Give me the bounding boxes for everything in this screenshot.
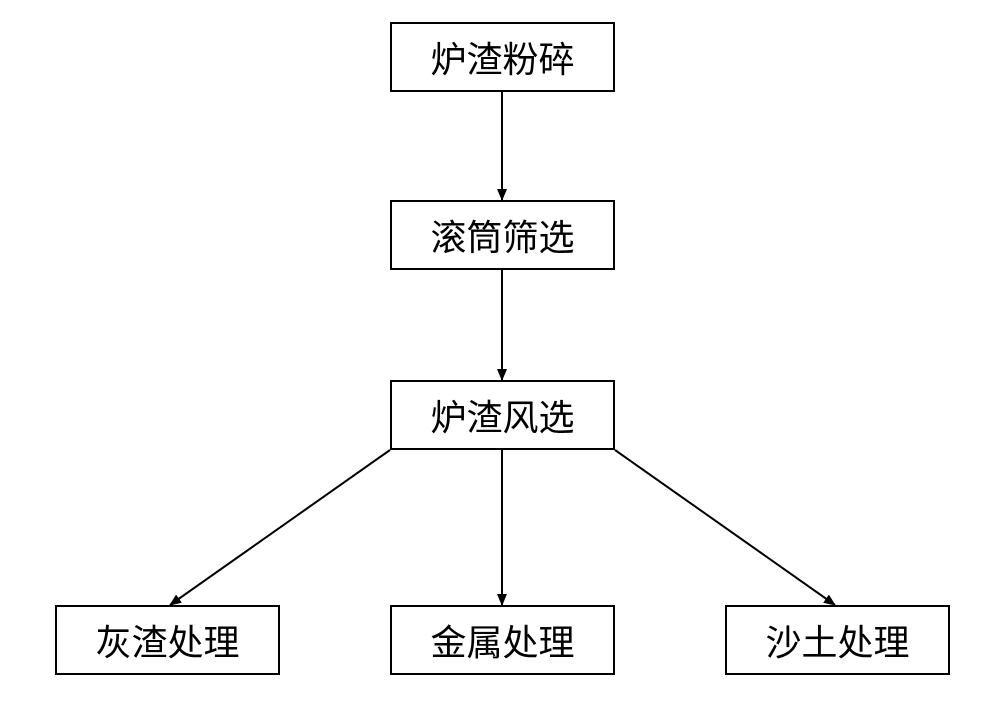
- flowchart-node-label: 灰渣处理: [95, 614, 239, 666]
- flowchart-node-n5: 金属处理: [390, 605, 615, 675]
- flowchart-node-n4: 灰渣处理: [55, 605, 280, 675]
- flowchart-node-n6: 沙土处理: [725, 605, 950, 675]
- flowchart-node-label: 炉渣风选: [430, 389, 574, 441]
- flowchart-node-n1: 炉渣粉碎: [390, 22, 615, 92]
- flowchart-node-label: 滚筒筛选: [430, 209, 574, 261]
- flowchart-edge: [170, 450, 390, 605]
- flowchart-node-n3: 炉渣风选: [390, 380, 615, 450]
- flowchart-node-label: 金属处理: [430, 614, 574, 666]
- flowchart-edge: [615, 450, 835, 605]
- flowchart-node-n2: 滚筒筛选: [390, 200, 615, 270]
- flowchart-node-label: 炉渣粉碎: [430, 31, 574, 83]
- flowchart-node-label: 沙土处理: [765, 614, 909, 666]
